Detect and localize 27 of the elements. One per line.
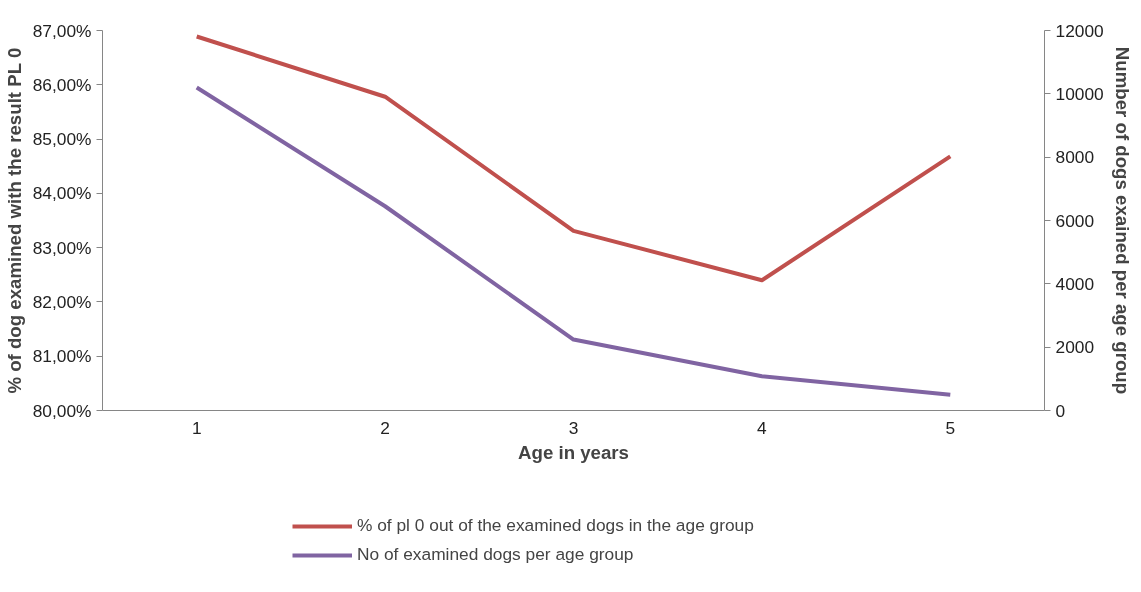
y-tick-label: 85,00% <box>32 129 92 150</box>
x-axis-title: Age in years <box>518 441 629 463</box>
y-tick-label: 87,00% <box>32 20 92 41</box>
x-tick-label: 5 <box>945 417 956 438</box>
y2-tick-label: 12000 <box>1055 20 1104 41</box>
line-series <box>194 85 953 397</box>
y2-tick-label: 0 <box>1055 400 1066 421</box>
x-tick-label: 2 <box>380 417 390 438</box>
y-tick-label: 82,00% <box>32 291 92 312</box>
legend-label: No of examined dogs per age group <box>357 544 634 565</box>
y2-tick-label: 4000 <box>1055 273 1095 294</box>
y-tick-label: 81,00% <box>32 346 92 367</box>
line-series <box>194 34 953 283</box>
y2-tick-label: 10000 <box>1055 83 1104 104</box>
y2-tick-label: 2000 <box>1055 337 1095 358</box>
y-tick-label: 80,00% <box>32 400 92 421</box>
y-tick-label: 84,00% <box>32 183 92 204</box>
x-tick-label: 4 <box>757 417 768 438</box>
y-tick-label: 83,00% <box>32 237 92 258</box>
y2-tick-label: 6000 <box>1055 210 1095 231</box>
y2-axis-title: Number of dogs exained per age group <box>1111 46 1133 395</box>
legend-label: % of pl 0 out of the examined dogs in the age group <box>357 515 754 536</box>
x-tick-label: 3 <box>568 417 579 438</box>
y2-tick-label: 8000 <box>1055 147 1095 168</box>
y-tick-label: 86,00% <box>32 74 92 95</box>
y-axis-title: % of dog examined with the result PL 0 <box>3 47 25 394</box>
x-tick-label: 1 <box>191 417 202 438</box>
